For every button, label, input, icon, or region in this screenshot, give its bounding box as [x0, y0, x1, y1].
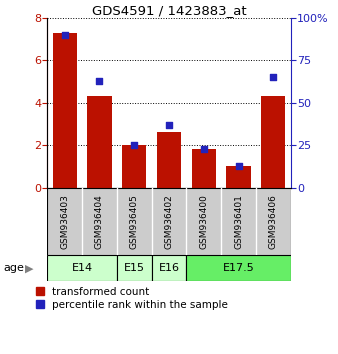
- Point: [97, 78, 102, 84]
- Point: [131, 142, 137, 148]
- Bar: [47, 255, 117, 281]
- Text: ▶: ▶: [24, 263, 33, 273]
- Bar: [186, 255, 291, 281]
- Text: GSM936405: GSM936405: [130, 194, 139, 249]
- Legend: transformed count, percentile rank within the sample: transformed count, percentile rank withi…: [35, 287, 228, 310]
- Text: GSM936406: GSM936406: [269, 194, 278, 249]
- Title: GDS4591 / 1423883_at: GDS4591 / 1423883_at: [92, 4, 246, 17]
- Bar: [261, 96, 286, 188]
- Text: E14: E14: [72, 263, 93, 273]
- Text: E15: E15: [124, 263, 145, 273]
- Point: [236, 163, 241, 169]
- Bar: [122, 145, 146, 188]
- Text: GSM936404: GSM936404: [95, 194, 104, 249]
- Point: [271, 74, 276, 80]
- Bar: [87, 96, 112, 188]
- Point: [62, 32, 67, 38]
- Bar: [157, 132, 181, 188]
- Text: GSM936401: GSM936401: [234, 194, 243, 249]
- Text: E16: E16: [159, 263, 179, 273]
- Point: [201, 146, 207, 152]
- Text: GSM936403: GSM936403: [60, 194, 69, 249]
- Bar: [226, 166, 251, 188]
- Text: age: age: [3, 263, 24, 273]
- Bar: [52, 33, 77, 188]
- Text: E17.5: E17.5: [223, 263, 255, 273]
- Bar: [152, 255, 186, 281]
- Bar: [192, 149, 216, 188]
- Text: GSM936402: GSM936402: [165, 194, 173, 249]
- Point: [166, 122, 172, 127]
- Bar: [117, 255, 152, 281]
- Text: GSM936400: GSM936400: [199, 194, 208, 249]
